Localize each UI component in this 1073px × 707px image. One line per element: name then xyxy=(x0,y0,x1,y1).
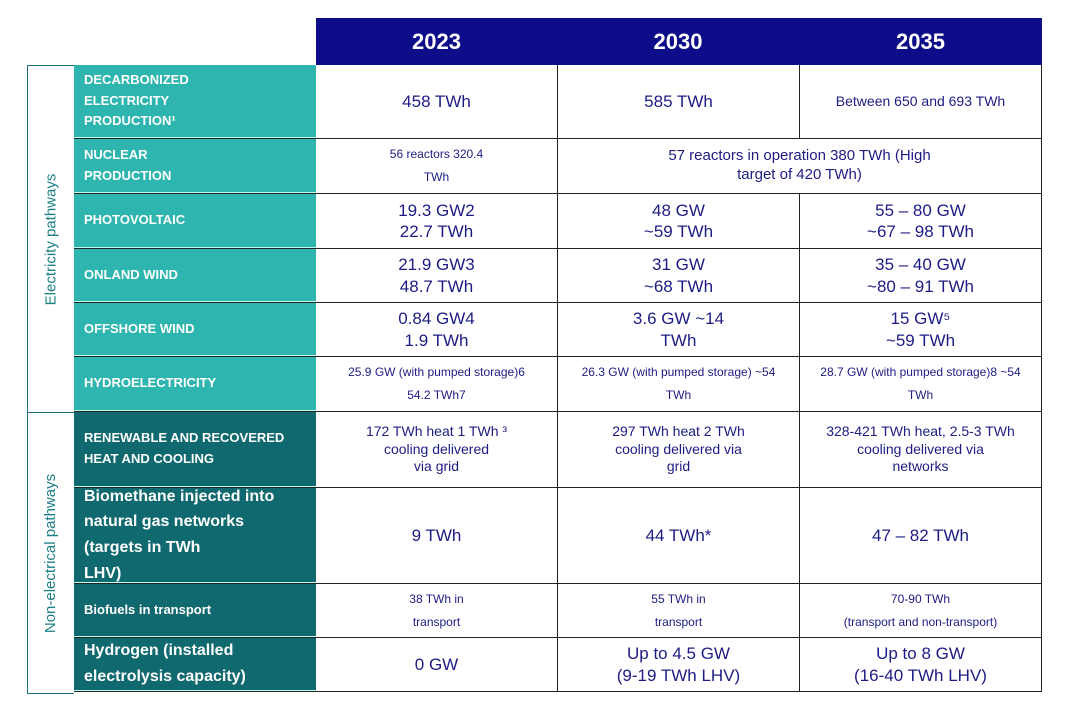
row-label: HYDROELECTRICITY xyxy=(74,357,316,411)
cell-2035: 35 – 40 GW ~80 – 91 TWh xyxy=(800,249,1042,302)
row-label: DECARBONIZED ELECTRICITY PRODUCTION¹ xyxy=(74,65,316,138)
row-label: Biofuels in transport xyxy=(74,584,316,637)
cell-2035: 15 GW⁵ ~59 TWh xyxy=(800,303,1042,356)
cell-2030: 585 TWh xyxy=(558,65,800,138)
cell-2023: 25.9 GW (with pumped storage)6 54.2 TWh7 xyxy=(316,357,558,411)
cell-2035: 70-90 TWh (transport and non-transport) xyxy=(800,584,1042,637)
row-label: OFFSHORE WIND xyxy=(74,303,316,356)
table-row: DECARBONIZED ELECTRICITY PRODUCTION¹ 458 … xyxy=(74,65,1042,139)
row-label: ONLAND WIND xyxy=(74,249,316,302)
table-row: OFFSHORE WIND 0.84 GW4 1.9 TWh 3.6 GW ~14 … xyxy=(74,303,1042,357)
table-row: Hydrogen (installed electrolysis capacit… xyxy=(74,638,1042,692)
row-label: PHOTOVOLTAIC xyxy=(74,194,316,248)
cell-2030: Up to 4.5 GW (9-19 TWh LHV) xyxy=(558,638,800,691)
table-row: NUCLEAR PRODUCTION 56 reactors 320.4 TWh 5… xyxy=(74,139,1042,194)
cell-2035: 47 – 82 TWh xyxy=(800,488,1042,583)
table-row: HYDROELECTRICITY 25.9 GW (with pumped sto… xyxy=(74,357,1042,412)
cell-2030: 48 GW ~59 TWh xyxy=(558,194,800,248)
row-label: Hydrogen (installed electrolysis capacit… xyxy=(74,638,316,691)
cell-2023: 172 TWh heat 1 TWh ³ cooling delivered v… xyxy=(316,412,558,487)
cell-2023: 0.84 GW4 1.9 TWh xyxy=(316,303,558,356)
table-row: PHOTOVOLTAIC 19.3 GW2 22.7 TWh 48 GW ~59 T… xyxy=(74,194,1042,249)
cell-2030-2035: 57 reactors in operation 380 TWh (High t… xyxy=(558,139,1042,193)
row-label: NUCLEAR PRODUCTION xyxy=(74,139,316,193)
table-row: Biofuels in transport 38 TWh in transport… xyxy=(74,584,1042,638)
header-2035: 2035 xyxy=(799,18,1043,65)
group-electricity-pathways: Electricity pathways xyxy=(27,65,74,413)
row-label: RENEWABLE AND RECOVERED HEAT AND COOLING xyxy=(74,412,316,487)
cell-2030: 31 GW ~68 TWh xyxy=(558,249,800,302)
cell-2035: Up to 8 GW (16-40 TWh LHV) xyxy=(800,638,1042,691)
cell-2035: Between 650 and 693 TWh xyxy=(800,65,1042,138)
group-non-electrical-pathways: Non-electrical pathways xyxy=(27,412,74,694)
cell-2030: 55 TWh in transport xyxy=(558,584,800,637)
cell-2035: 328-421 TWh heat, 2.5-3 TWh cooling deli… xyxy=(800,412,1042,487)
header-2030: 2030 xyxy=(557,18,800,65)
cell-2023: 56 reactors 320.4 TWh xyxy=(316,139,558,193)
header-2023: 2023 xyxy=(316,18,558,65)
cell-2023: 38 TWh in transport xyxy=(316,584,558,637)
cell-2023: 9 TWh xyxy=(316,488,558,583)
cell-2023: 19.3 GW2 22.7 TWh xyxy=(316,194,558,248)
row-label: Biomethane injected into natural gas net… xyxy=(74,488,316,583)
cell-2030: 297 TWh heat 2 TWh cooling delivered via… xyxy=(558,412,800,487)
group-label: Electricity pathways xyxy=(42,173,60,305)
table-row: Biomethane injected into natural gas net… xyxy=(74,488,1042,584)
cell-2035: 28.7 GW (with pumped storage)8 ~54 TWh xyxy=(800,357,1042,411)
table-row: RENEWABLE AND RECOVERED HEAT AND COOLING… xyxy=(74,412,1042,488)
cell-2030: 26.3 GW (with pumped storage) ~54 TWh xyxy=(558,357,800,411)
cell-2023: 458 TWh xyxy=(316,65,558,138)
table-row: ONLAND WIND 21.9 GW3 48.7 TWh 31 GW ~68 TW… xyxy=(74,249,1042,303)
cell-2030: 3.6 GW ~14 TWh xyxy=(558,303,800,356)
cell-2035: 55 – 80 GW ~67 – 98 TWh xyxy=(800,194,1042,248)
cell-2023: 0 GW xyxy=(316,638,558,691)
cell-2030: 44 TWh* xyxy=(558,488,800,583)
group-label: Non-electrical pathways xyxy=(42,473,60,633)
cell-2023: 21.9 GW3 48.7 TWh xyxy=(316,249,558,302)
